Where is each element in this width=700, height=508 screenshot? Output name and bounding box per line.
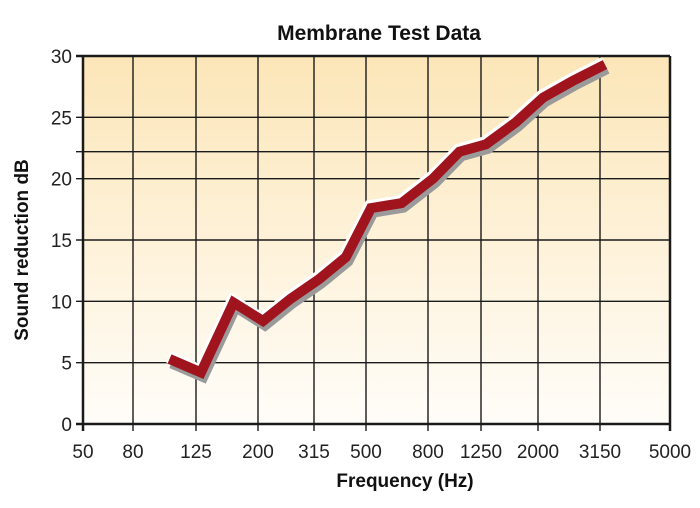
series-line [167, 60, 608, 379]
y-tick-label: 5 [61, 354, 72, 375]
y-tick-label: 0 [61, 415, 72, 436]
x-tick-label: 2000 [517, 442, 559, 463]
y-tick-label: 30 [51, 47, 72, 68]
x-tick-label: 800 [412, 442, 444, 463]
x-tick-label: 500 [350, 442, 382, 463]
x-tick-label: 125 [180, 442, 212, 463]
y-axis-ticks: 0 5 10 15 20 25 30 [51, 47, 72, 436]
x-tick-label: 50 [72, 442, 93, 463]
y-tick-label: 20 [51, 170, 72, 191]
chart-title: Membrane Test Data [277, 22, 481, 45]
y-tick-label: 25 [51, 108, 72, 129]
x-axis-ticks: 50 80 125 200 315 500 800 1250 2000 3150 5000 [72, 442, 691, 463]
y-tick-label: 10 [51, 292, 72, 313]
y-tick-label: 15 [51, 231, 72, 252]
x-axis-label: Frequency (Hz) [336, 471, 473, 492]
x-tick-label: 200 [242, 442, 274, 463]
y-axis-label: Sound reduction dB [12, 159, 33, 341]
x-tick-label: 80 [122, 442, 143, 463]
x-tick-label: 3150 [579, 442, 621, 463]
x-tick-label: 5000 [649, 442, 691, 463]
x-tick-label: 1250 [460, 442, 502, 463]
x-tick-label: 315 [298, 442, 330, 463]
data-series [166, 57, 610, 384]
